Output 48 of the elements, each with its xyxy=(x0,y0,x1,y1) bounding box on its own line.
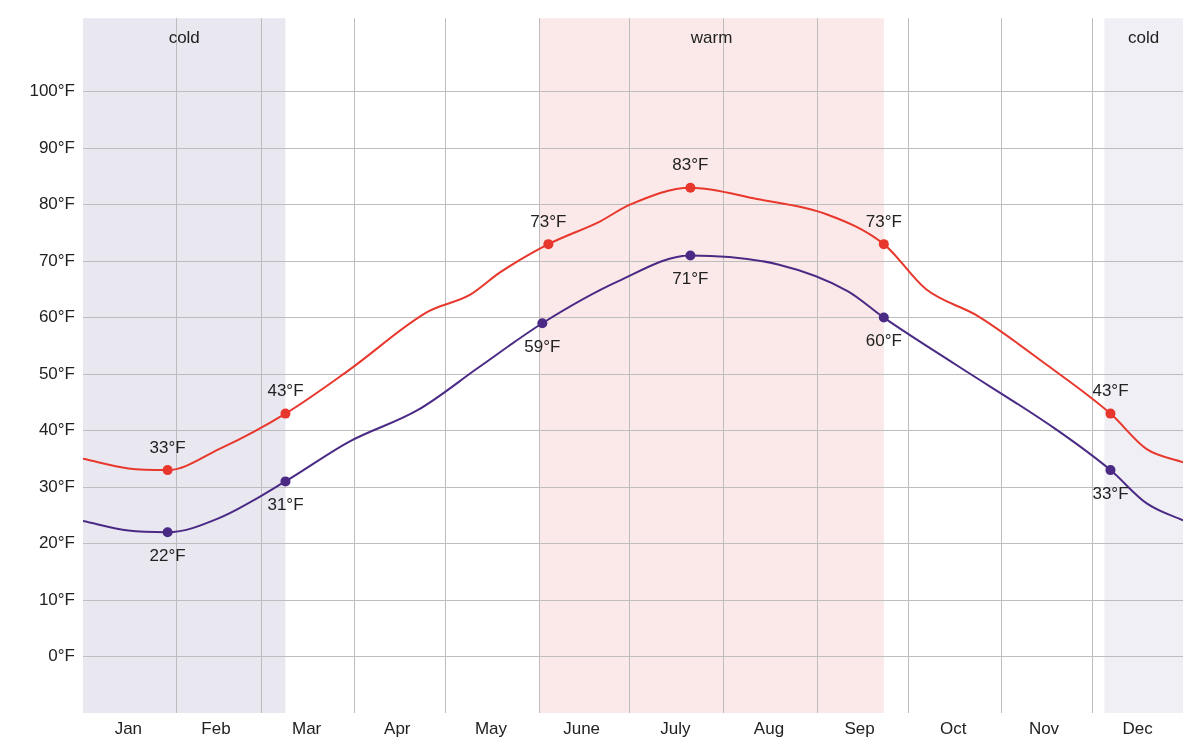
point xyxy=(543,239,554,250)
data-label: 43°F xyxy=(267,381,304,401)
y-tick-label: 50°F xyxy=(38,363,75,383)
x-tick-label: Apr xyxy=(384,718,411,738)
data-label: 73°F xyxy=(865,211,902,231)
point xyxy=(878,312,889,323)
y-tick-label: 60°F xyxy=(38,307,75,327)
point xyxy=(280,476,291,487)
data-label: 33°F xyxy=(1092,483,1129,503)
point xyxy=(537,318,548,329)
x-tick-label: Sep xyxy=(844,718,875,738)
data-label: 71°F xyxy=(672,269,709,289)
y-tick-label: 40°F xyxy=(38,420,75,440)
x-tick-label: Dec xyxy=(1122,718,1154,738)
x-tick-label: May xyxy=(474,718,508,738)
x-tick-label: Jan xyxy=(114,718,143,738)
data-label: 22°F xyxy=(149,545,186,565)
y-tick-label: 0°F xyxy=(48,646,75,666)
data-label: 43°F xyxy=(1092,381,1129,401)
band-label: cold xyxy=(1128,27,1160,47)
x-tick-label: Nov xyxy=(1028,718,1060,738)
data-label: 60°F xyxy=(865,331,902,351)
point xyxy=(280,408,291,419)
y-tick-label: 70°F xyxy=(38,250,75,270)
x-tick-label: Oct xyxy=(940,718,967,738)
band-label: cold xyxy=(168,27,200,47)
band-label: warm xyxy=(689,27,733,47)
data-label: 33°F xyxy=(149,437,186,457)
data-label: 59°F xyxy=(524,336,561,356)
point xyxy=(1105,408,1116,419)
y-tick-label: 90°F xyxy=(38,137,75,157)
y-tick-label: 10°F xyxy=(38,589,75,609)
y-tick-label: 80°F xyxy=(38,194,75,214)
x-tick-label: June xyxy=(563,718,601,738)
y-tick-label: 20°F xyxy=(38,533,75,553)
x-tick-label: Feb xyxy=(201,718,231,738)
data-label: 73°F xyxy=(530,211,567,231)
point xyxy=(878,239,889,250)
point xyxy=(685,250,696,261)
data-label: 83°F xyxy=(672,155,709,175)
x-tick-label: July xyxy=(660,718,691,738)
x-tick-label: Aug xyxy=(753,718,785,738)
data-label: 31°F xyxy=(267,495,304,515)
y-tick-label: 100°F xyxy=(29,81,75,101)
y-tick-label: 30°F xyxy=(38,476,75,496)
point xyxy=(1105,465,1116,476)
point xyxy=(685,182,696,193)
x-tick-label: Mar xyxy=(291,718,322,738)
